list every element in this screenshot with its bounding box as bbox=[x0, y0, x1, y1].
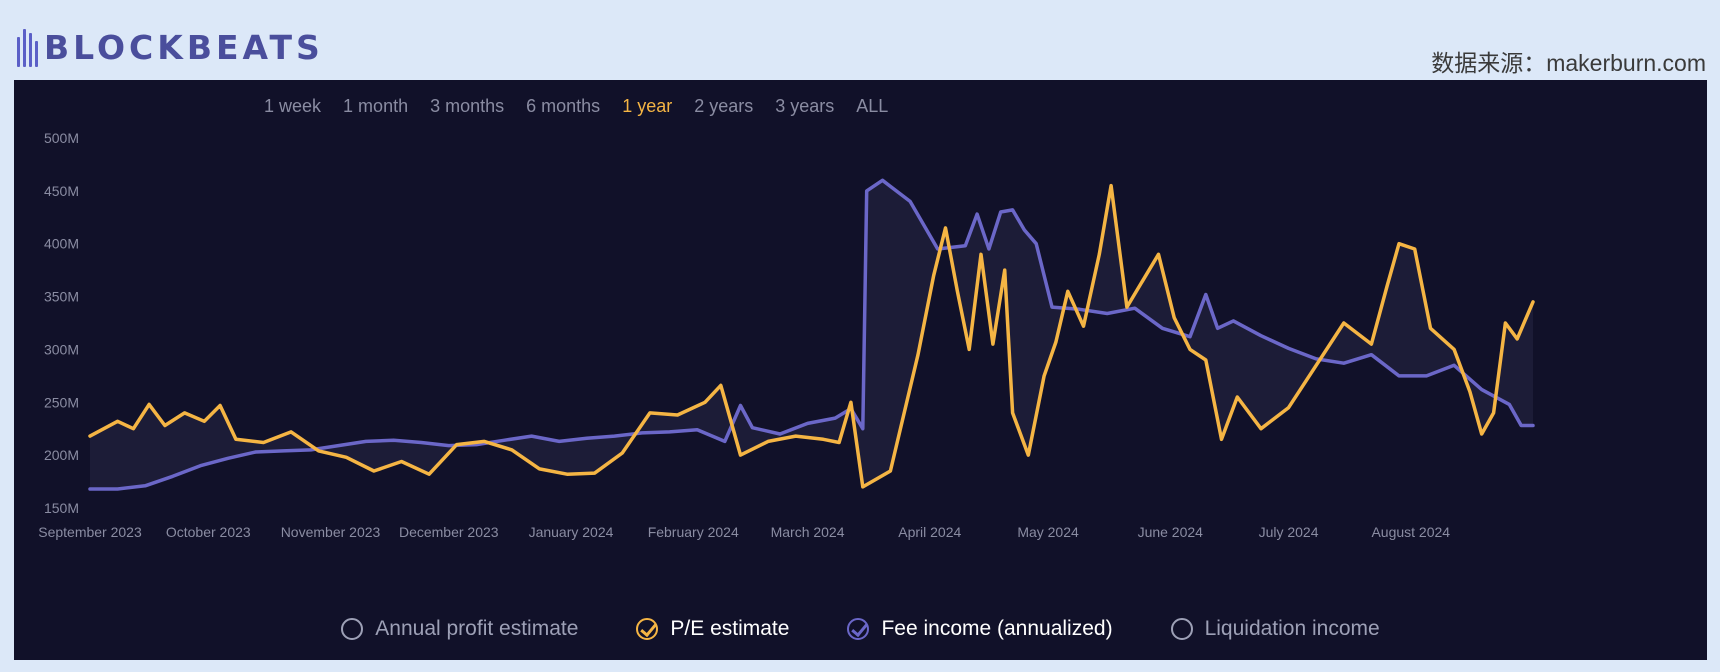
range-option-3-months[interactable]: 3 months bbox=[430, 96, 505, 116]
range-option-1-month[interactable]: 1 month bbox=[343, 96, 409, 116]
data-source-label: 数据来源：makerburn.com bbox=[1431, 50, 1706, 76]
series-line-p-e-estimate bbox=[88, 183, 1535, 489]
y-tick-label: 200M bbox=[44, 447, 79, 463]
x-tick-label: September 2023 bbox=[38, 524, 142, 540]
x-tick-label: January 2024 bbox=[529, 524, 614, 540]
x-tick-label: May 2024 bbox=[1017, 524, 1079, 540]
legend-item-liquidation-income[interactable]: Liquidation income bbox=[1170, 617, 1380, 641]
y-tick-label: 500M bbox=[44, 130, 79, 146]
chart-legend: Annual profit estimate P/E estimate Fee in… bbox=[14, 617, 1707, 641]
y-tick-label: 250M bbox=[44, 394, 79, 410]
x-tick-label: November 2023 bbox=[281, 524, 381, 540]
series-line-fee-income-annualized- bbox=[88, 178, 1535, 491]
range-selector: 1 week 1 month 3 months 6 months 1 year 2 yea… bbox=[264, 96, 888, 117]
range-option-6-months[interactable]: 6 months bbox=[526, 96, 601, 116]
logo-bars-icon bbox=[17, 28, 38, 67]
y-tick-label: 350M bbox=[44, 289, 79, 305]
header: BLOCKBEATS 数据来源：makerburn.com bbox=[0, 0, 1720, 80]
y-tick-label: 400M bbox=[44, 236, 79, 252]
range-option-1-week[interactable]: 1 week bbox=[264, 96, 322, 116]
legend-item-fee-income-annualized-[interactable]: Fee income (annualized) bbox=[847, 617, 1113, 641]
legend-label: Annual profit estimate bbox=[375, 617, 579, 640]
empty-circle-icon bbox=[341, 618, 364, 640]
range-option-3-years[interactable]: 3 years bbox=[775, 96, 835, 116]
checked-circle-icon bbox=[847, 618, 870, 640]
legend-label: Liquidation income bbox=[1204, 617, 1380, 640]
chart-panel: 1 week 1 month 3 months 6 months 1 year 2 yea… bbox=[14, 80, 1707, 660]
line-chart: 150M 200M 250M 300M 350M 400M 450M 500M Septembe… bbox=[38, 130, 1535, 540]
range-option-all[interactable]: ALL bbox=[856, 96, 889, 116]
empty-circle-icon bbox=[1170, 618, 1193, 640]
series-gap-area bbox=[90, 180, 1533, 490]
x-tick-label: August 2024 bbox=[1371, 524, 1450, 540]
legend-item-p-e-estimate[interactable]: P/E estimate bbox=[636, 617, 789, 641]
x-tick-label: December 2023 bbox=[399, 524, 499, 540]
x-tick-label: February 2024 bbox=[648, 524, 739, 540]
x-tick-label: April 2024 bbox=[898, 524, 961, 540]
x-tick-label: July 2024 bbox=[1259, 524, 1319, 540]
checked-circle-icon bbox=[636, 618, 659, 640]
logo-text: BLOCKBEATS bbox=[44, 28, 324, 67]
x-tick-label: March 2024 bbox=[771, 524, 845, 540]
range-option-1-year[interactable]: 1 year bbox=[622, 96, 673, 116]
blockbeats-logo: BLOCKBEATS bbox=[17, 28, 324, 67]
legend-label: Fee income (annualized) bbox=[881, 617, 1113, 640]
x-tick-label: June 2024 bbox=[1138, 524, 1204, 540]
y-tick-label: 450M bbox=[44, 183, 79, 199]
y-tick-label: 300M bbox=[44, 341, 79, 357]
legend-item-annual-profit-estimate[interactable]: Annual profit estimate bbox=[341, 617, 578, 641]
x-tick-label: October 2023 bbox=[166, 524, 251, 540]
range-option-2-years[interactable]: 2 years bbox=[694, 96, 754, 116]
legend-label: P/E estimate bbox=[670, 617, 790, 640]
y-tick-label: 150M bbox=[44, 500, 79, 516]
